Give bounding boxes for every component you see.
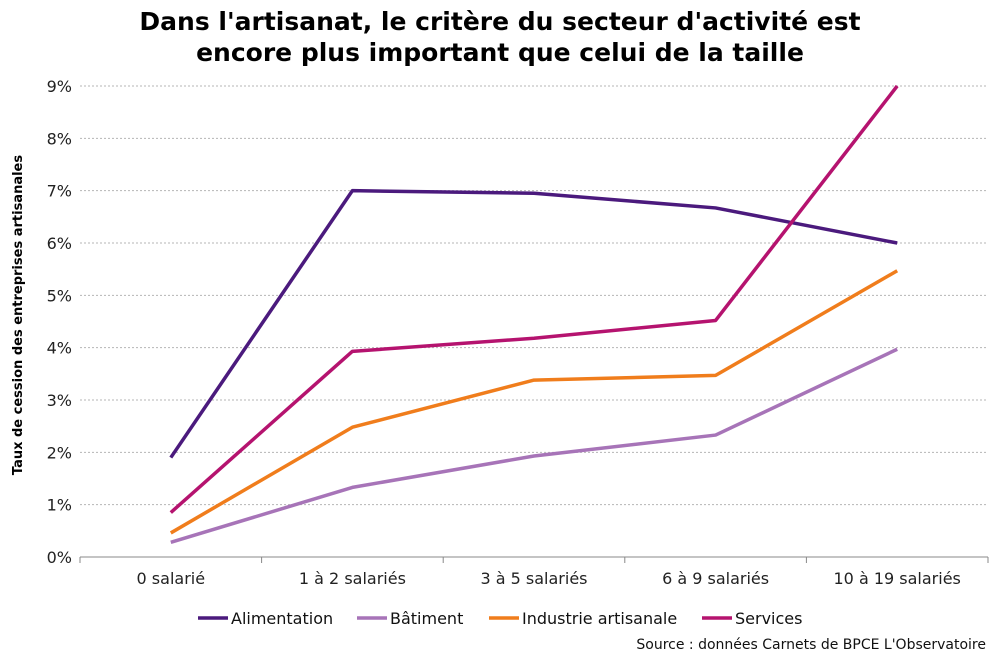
x-tick-label: 3 à 5 salariés (480, 569, 587, 588)
x-tick-label: 1 à 2 salariés (299, 569, 406, 588)
y-tick-label: 1% (47, 496, 72, 515)
y-tick-label: 7% (47, 182, 72, 201)
series-line-alimentation (169, 188, 898, 459)
y-tick-label: 0% (47, 548, 72, 567)
y-tick-label: 3% (47, 391, 72, 410)
y-axis-label: Taux de cession des entreprises artisana… (11, 155, 26, 476)
grid-lines (80, 85, 988, 506)
series-line-batiment (170, 347, 898, 545)
x-tick-label: 6 à 9 salariés (662, 569, 769, 588)
y-tick-label: 8% (47, 129, 72, 148)
series-line-industrie-artisanale (169, 269, 899, 535)
y-tick-label: 6% (47, 234, 72, 253)
legend: Alimentation Bâtiment Industrie artisanale… (198, 609, 802, 628)
y-tick-label: 9% (47, 77, 72, 96)
legend-label-industrie-artisanale: Industrie artisanale (522, 609, 677, 628)
y-tick-label: 2% (47, 443, 72, 462)
chart-title: Dans l'artisanat, le critère du secteur … (0, 6, 1000, 68)
y-tick-label: 4% (47, 339, 72, 358)
chart-title-line-1: Dans l'artisanat, le critère du secteur … (139, 7, 861, 36)
legend-label-batiment: Bâtiment (390, 609, 463, 628)
x-tick-label: 10 à 19 salariés (834, 569, 961, 588)
legend-label-alimentation: Alimentation (231, 609, 333, 628)
x-tick-label: 0 salarié (137, 569, 206, 588)
x-axis: 0 salarié 1 à 2 salariés 3 à 5 salariés 6 à… (79, 556, 989, 588)
y-axis-ticks: 0% 1% 2% 3% 4% 5% 6% 7% 8% 9% (47, 77, 72, 567)
source-note: Source : données Carnets de BPCE L'Obser… (636, 637, 986, 653)
chart-title-line-2: encore plus important que celui de la ta… (196, 38, 804, 67)
legend-label-services: Services (735, 609, 802, 628)
y-tick-label: 5% (47, 286, 72, 305)
series-lines (169, 84, 899, 545)
series-line-services (169, 84, 899, 514)
